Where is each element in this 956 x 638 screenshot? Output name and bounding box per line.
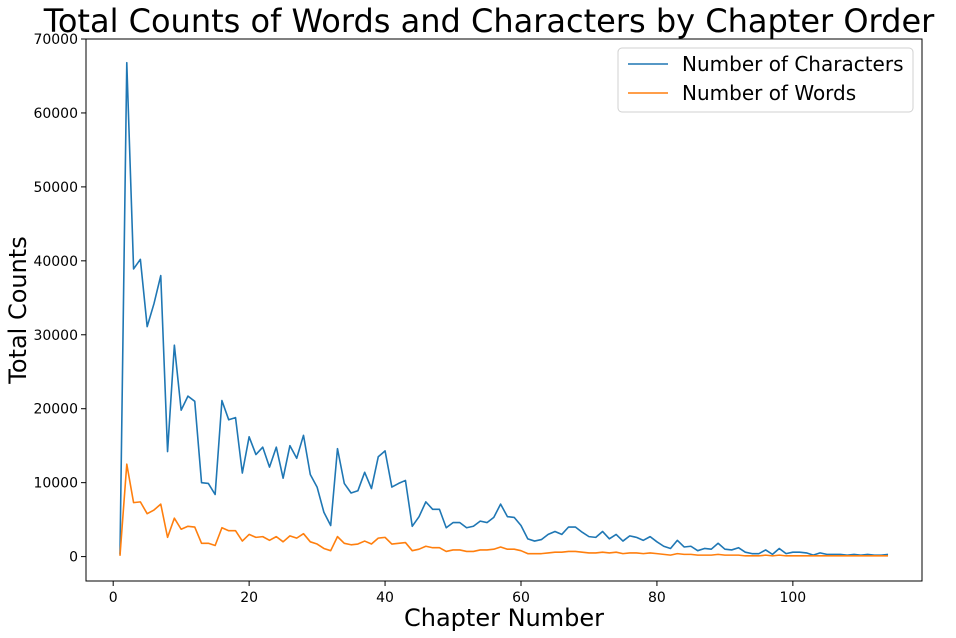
y-tick-label: 0	[69, 550, 78, 566]
x-axis-label: Chapter Number	[404, 604, 604, 632]
plot-frame	[85, 38, 923, 582]
series-layer	[119, 61, 889, 557]
x-tick-label: 20	[240, 590, 258, 606]
y-tick-label: 70000	[33, 32, 78, 48]
y-axis-label: Total Counts	[4, 236, 32, 384]
tick-layer: 0 20 40 60 80 100 0 10000 20000 30000 40000 50000 60…	[33, 32, 806, 606]
y-tick-label: 60000	[33, 106, 78, 122]
legend: Number of Characters Number of Words	[617, 47, 914, 113]
y-tick-label: 40000	[33, 254, 78, 270]
series-line-words	[119, 463, 889, 557]
y-tick-label: 50000	[33, 180, 78, 196]
x-tick-label: 60	[512, 590, 530, 606]
legend-box	[617, 47, 914, 113]
series-line-characters	[119, 61, 889, 556]
legend-label-characters: Number of Characters	[682, 52, 904, 76]
legend-label-words: Number of Words	[682, 81, 856, 105]
y-tick-label: 30000	[33, 328, 78, 344]
y-tick-label: 10000	[33, 476, 78, 492]
x-tick-label: 100	[779, 590, 806, 606]
x-tick-label: 40	[376, 590, 394, 606]
chart-title: Total Counts of Words and Characters by …	[43, 2, 935, 40]
x-tick-label: 0	[109, 590, 118, 606]
x-tick-label: 80	[648, 590, 666, 606]
y-tick-label: 20000	[33, 402, 78, 418]
